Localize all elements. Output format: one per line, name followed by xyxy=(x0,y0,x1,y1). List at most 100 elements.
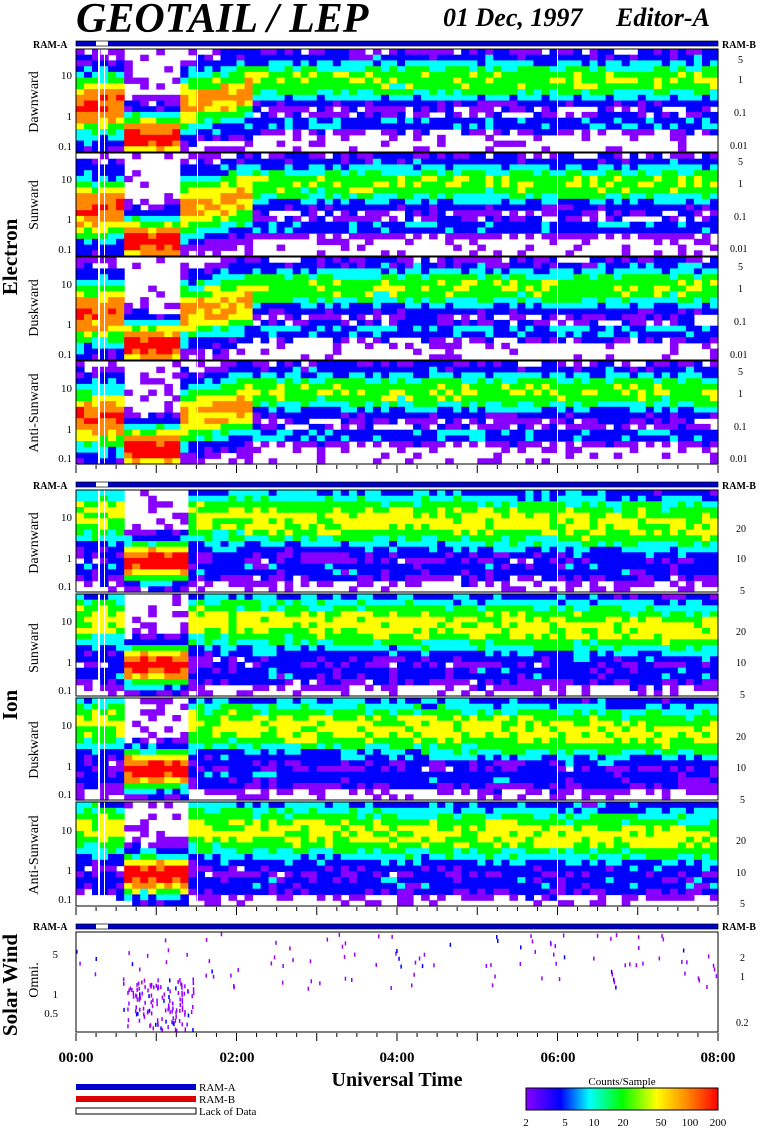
spectrogram-cell xyxy=(92,221,101,228)
spectrogram-cell xyxy=(397,297,406,304)
spectrogram-cell xyxy=(597,337,607,344)
spectrogram-cell xyxy=(284,100,294,107)
spectrogram-cell xyxy=(629,418,639,425)
spectrogram-cell xyxy=(108,238,117,246)
spectrogram-cell xyxy=(525,106,534,113)
spectrogram-cell xyxy=(308,164,318,171)
spectrogram-cell xyxy=(637,71,647,79)
spectrogram-cell xyxy=(477,60,486,67)
spectrogram-cell xyxy=(597,418,607,425)
spectrogram-cell xyxy=(589,441,599,448)
spectrogram-cell xyxy=(397,250,406,257)
spectrogram-cell xyxy=(581,77,591,84)
right-tick-label: 0.2 xyxy=(736,1018,749,1029)
spectrogram-cell xyxy=(308,441,318,448)
spectrogram-cell xyxy=(164,129,173,136)
spectrogram-cell xyxy=(92,423,101,431)
spectrogram-cell xyxy=(710,268,719,275)
spectrogram-cell xyxy=(605,227,615,234)
spectrogram-cell xyxy=(421,285,430,292)
spectrogram-cell xyxy=(348,175,358,183)
spectrogram-cell xyxy=(380,406,390,414)
spectrogram-cell xyxy=(140,181,149,188)
spectrogram-cell xyxy=(380,193,390,200)
spectrogram-cell xyxy=(685,221,695,228)
spectrogram-cell xyxy=(557,77,567,84)
spectrogram-cell xyxy=(236,435,246,442)
spectrogram-cell xyxy=(116,250,125,257)
spectrogram-cell xyxy=(212,319,221,327)
spectrogram-cell xyxy=(300,257,310,264)
spectrogram-cell xyxy=(653,204,663,211)
spectrogram-cell xyxy=(180,446,189,454)
spectrogram-cell xyxy=(429,66,438,73)
spectrogram-cell xyxy=(509,378,518,385)
spectrogram-cell xyxy=(469,291,478,298)
spectrogram-cell xyxy=(380,123,390,130)
spectrogram-cell xyxy=(92,297,101,304)
spectrogram-cell xyxy=(244,66,254,73)
panel-solar-wind-omni: Omni. 5 1 0.5 2 1 0.2 xyxy=(27,949,749,1029)
spectrogram-cell xyxy=(589,319,599,327)
spectrogram-cell xyxy=(244,297,254,304)
spectrogram-cell xyxy=(685,337,695,344)
spectrogram-cell xyxy=(685,257,695,264)
spectrogram-cell xyxy=(389,401,398,408)
spectrogram-cell xyxy=(340,262,350,269)
spectrogram-cell xyxy=(597,308,607,315)
spectrogram-cell xyxy=(621,66,631,73)
spectrogram-cell xyxy=(324,221,334,228)
left-tick-label: 10 xyxy=(61,512,73,524)
spectrogram-cell xyxy=(710,66,719,73)
right-tick-label: 20 xyxy=(736,836,746,847)
spectrogram-cell xyxy=(533,268,542,275)
spectrogram-cell xyxy=(124,586,133,593)
spectrogram-cell xyxy=(645,429,655,436)
spectrogram-cell xyxy=(429,395,438,402)
spectrogram-cell xyxy=(348,372,358,379)
left-tick-label: 10 xyxy=(61,279,73,291)
spectrogram-cell xyxy=(340,175,350,183)
spectrogram-cell xyxy=(429,198,438,206)
spectrogram-cell xyxy=(348,314,358,321)
spectrogram-cell xyxy=(557,302,567,310)
spectrogram-cell xyxy=(316,366,326,373)
spectrogram-cell xyxy=(541,378,551,385)
spectrogram-cell xyxy=(405,331,414,338)
spectrogram-cell xyxy=(228,401,238,408)
spectrogram-cell xyxy=(132,524,141,531)
spectrogram-cell xyxy=(364,100,374,107)
spectrogram-cell xyxy=(204,54,213,61)
spectrogram-cell xyxy=(493,401,502,408)
spectrogram-cell xyxy=(124,423,133,431)
spectrogram-cell xyxy=(204,233,213,240)
spectrogram-cell xyxy=(228,429,238,436)
spectrogram-cell xyxy=(573,49,583,56)
spectrogram-cell xyxy=(541,308,551,315)
spectrogram-cell xyxy=(316,325,326,332)
spectrogram-cell xyxy=(549,361,559,368)
spectrogram-cell xyxy=(252,187,262,194)
panel-ion-dawnward: Dawnward 10 1 0.1 20 10 5 xyxy=(27,512,746,597)
spectrogram-cell xyxy=(405,49,414,56)
spectrogram-cell xyxy=(84,100,93,107)
spectrogram-cell xyxy=(710,348,719,355)
spectrogram-cell xyxy=(108,94,117,102)
spectrogram-cell xyxy=(493,378,502,385)
spectrogram-cell xyxy=(308,291,318,298)
x-tick-label: 04:00 xyxy=(380,1050,415,1066)
spectrogram-cell xyxy=(469,262,478,269)
spectrogram-cell xyxy=(380,71,390,79)
spectrogram-cell xyxy=(164,210,173,217)
spectrogram-cell xyxy=(180,378,189,385)
spectrogram-cell xyxy=(244,227,254,234)
spectrogram-cell xyxy=(260,423,270,431)
spectrogram-cell xyxy=(316,401,326,408)
spectrogram-cell xyxy=(228,302,238,310)
spectrogram-cell xyxy=(565,60,575,67)
spectrogram-cell xyxy=(437,158,446,165)
spectrogram-cell xyxy=(228,342,238,350)
spectrogram-cell xyxy=(693,83,703,90)
spectrogram-cell xyxy=(421,279,430,287)
spectrogram-cell xyxy=(597,106,607,113)
